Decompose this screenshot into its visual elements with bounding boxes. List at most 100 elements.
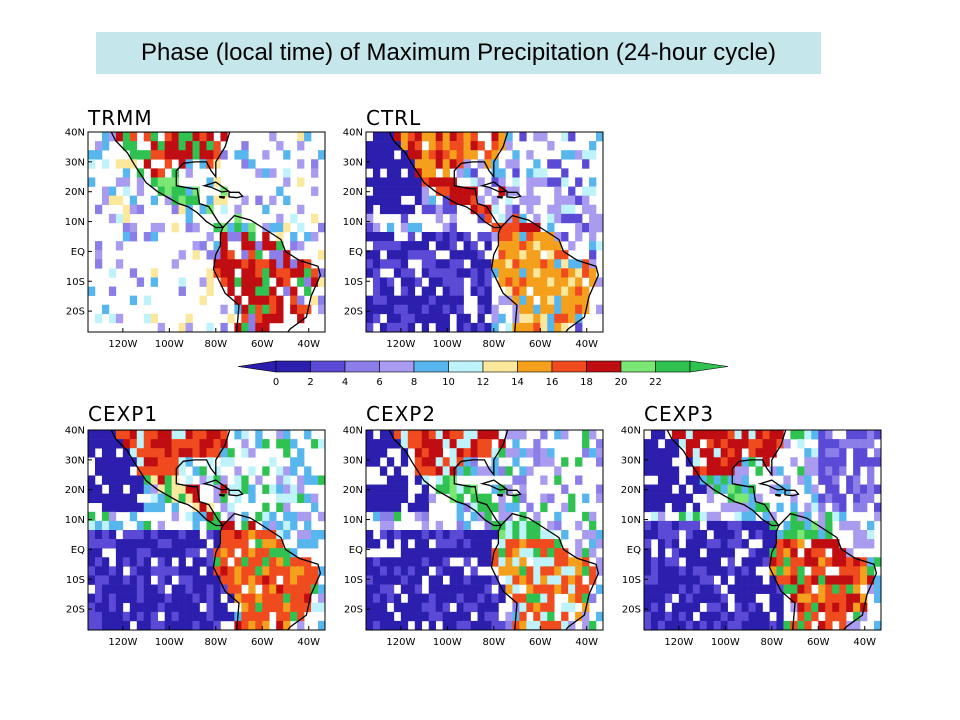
heatmap-cell bbox=[582, 222, 590, 233]
heatmap-cell bbox=[185, 222, 193, 233]
heatmap-cell bbox=[589, 268, 597, 278]
heatmap-cell bbox=[442, 539, 450, 549]
heatmap-cell bbox=[290, 286, 298, 296]
heatmap-cell bbox=[129, 439, 138, 449]
heatmap-cell bbox=[748, 557, 756, 567]
heatmap-cell bbox=[463, 611, 471, 622]
heatmap-cell bbox=[505, 159, 513, 169]
heatmap-cell bbox=[699, 430, 708, 440]
heatmap-cell bbox=[386, 204, 395, 215]
heatmap-cell bbox=[685, 557, 694, 567]
heatmap-cell bbox=[185, 620, 193, 630]
heatmap-cell bbox=[318, 268, 325, 278]
heatmap-cell bbox=[449, 222, 457, 233]
heatmap-cell bbox=[519, 611, 527, 622]
y-tick-label: 10N bbox=[65, 217, 85, 228]
heatmap-cell bbox=[366, 177, 374, 187]
coastline-segment bbox=[218, 493, 226, 497]
heatmap-cell bbox=[143, 313, 152, 324]
heatmap-cell bbox=[435, 241, 443, 251]
heatmap-cell bbox=[157, 322, 165, 332]
heatmap-cell bbox=[304, 132, 312, 142]
heatmap-cell bbox=[269, 539, 277, 549]
heatmap-cell bbox=[220, 222, 228, 233]
heatmap-cell bbox=[421, 232, 430, 242]
heatmap-cell bbox=[276, 186, 284, 196]
heatmap-cell bbox=[867, 539, 875, 549]
heatmap-cell bbox=[88, 286, 96, 296]
heatmap-cell bbox=[867, 493, 875, 504]
heatmap-cell bbox=[178, 186, 186, 196]
heatmap-cell bbox=[692, 566, 701, 576]
heatmap-cell bbox=[463, 159, 471, 169]
heatmap-cell bbox=[192, 150, 200, 160]
heatmap-cell bbox=[248, 575, 256, 585]
heatmap-cell bbox=[304, 511, 312, 522]
heatmap-cell bbox=[304, 277, 312, 287]
heatmap-cell bbox=[839, 557, 847, 567]
heatmap-cell bbox=[227, 277, 235, 287]
heatmap-cell bbox=[512, 150, 520, 160]
heatmap-cell bbox=[853, 430, 861, 440]
heatmap-cell bbox=[115, 475, 124, 485]
heatmap-cell bbox=[540, 620, 548, 630]
heatmap-cell bbox=[101, 159, 110, 169]
heatmap-cell bbox=[839, 520, 847, 531]
heatmap-cell bbox=[379, 602, 388, 613]
heatmap-cell bbox=[262, 584, 270, 594]
heatmap-cell bbox=[650, 484, 659, 494]
heatmap-cell bbox=[741, 557, 749, 567]
heatmap-cell bbox=[269, 566, 277, 576]
heatmap-cell bbox=[206, 530, 214, 540]
heatmap-cell bbox=[657, 493, 666, 504]
heatmap-cell bbox=[582, 511, 590, 522]
coastline bbox=[388, 430, 600, 630]
heatmap-cell bbox=[379, 511, 388, 522]
heatmap-cell bbox=[213, 448, 221, 458]
coastline-segment bbox=[506, 191, 522, 199]
heatmap-cell bbox=[491, 159, 499, 169]
heatmap-cell bbox=[470, 439, 478, 449]
heatmap-cell bbox=[178, 150, 186, 160]
heatmap-cell bbox=[157, 457, 165, 467]
heatmap-cell bbox=[512, 168, 520, 178]
heatmap-cell bbox=[206, 250, 214, 260]
heatmap-cell bbox=[435, 484, 443, 494]
heatmap-cell bbox=[664, 448, 673, 458]
heatmap-cell bbox=[825, 466, 833, 476]
heatmap-cell bbox=[860, 484, 868, 494]
coastline-segment bbox=[496, 493, 504, 497]
heatmap-cell bbox=[129, 511, 138, 522]
heatmap-cell bbox=[393, 566, 402, 576]
heatmap-cell bbox=[463, 168, 471, 178]
heatmap-cell bbox=[108, 502, 117, 513]
heatmap-cell bbox=[533, 602, 541, 613]
heatmap-cell bbox=[512, 159, 520, 169]
heatmap-cell bbox=[428, 620, 437, 630]
heatmap-cell bbox=[185, 457, 193, 467]
heatmap-cell bbox=[512, 213, 520, 224]
heatmap-cell bbox=[421, 548, 430, 558]
heatmap-cell bbox=[741, 520, 749, 531]
x-tick-label: 100W bbox=[433, 637, 462, 648]
heatmap-cell bbox=[115, 539, 124, 549]
heatmap-cell bbox=[213, 475, 221, 485]
heatmap-cell bbox=[262, 286, 270, 296]
heatmap-cell bbox=[192, 250, 200, 260]
heatmap-cell bbox=[276, 222, 284, 233]
heatmap-cell bbox=[727, 475, 735, 485]
heatmap-cell bbox=[185, 602, 193, 613]
heatmap-cell bbox=[853, 475, 861, 485]
heatmap-cell bbox=[547, 295, 555, 306]
heatmap-cell bbox=[449, 575, 457, 585]
heatmap-cell bbox=[248, 222, 256, 233]
heatmap-cell bbox=[157, 548, 165, 558]
heatmap-cell bbox=[213, 584, 221, 594]
heatmap-cell bbox=[575, 611, 583, 622]
heatmap-cell bbox=[860, 430, 868, 440]
heatmap-cell bbox=[220, 195, 228, 206]
heatmap-cell bbox=[428, 232, 437, 242]
heatmap-cell bbox=[484, 186, 492, 196]
heatmap-cell bbox=[442, 177, 450, 187]
heatmap-cell bbox=[456, 448, 464, 458]
